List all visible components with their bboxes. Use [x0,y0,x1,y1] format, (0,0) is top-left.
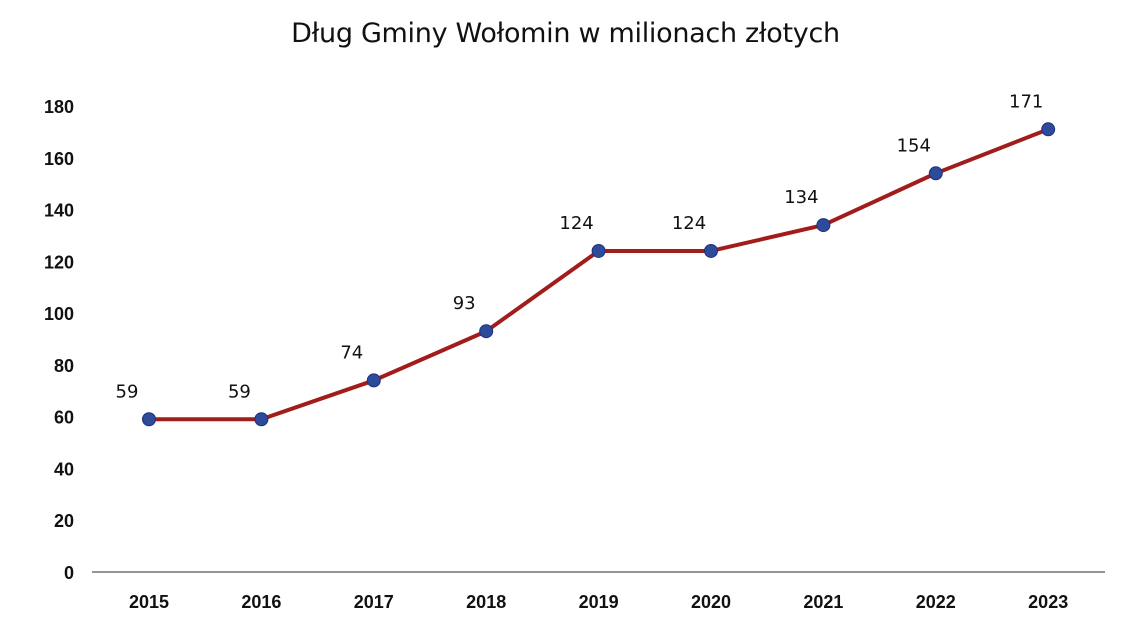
data-point [704,243,718,258]
series-debt [142,122,1056,427]
y-tick-label: 140 [44,201,74,221]
x-axis-tick-labels: 2015 2016 2017 2018 2019 2020 2021 2022 2023 [129,592,1068,612]
chart-title: Dług Gminy Wołomin w milionach złotych [291,18,840,49]
y-tick-label: 60 [54,408,74,428]
data-label: 93 [453,293,476,314]
y-tick-label: 40 [54,459,74,479]
y-tick-label: 80 [54,356,74,376]
data-label: 59 [228,381,251,402]
x-tick-label: 2021 [803,592,843,612]
data-point [1041,122,1056,137]
data-label: 134 [784,187,818,208]
x-tick-label: 2017 [354,592,394,612]
y-tick-label: 180 [44,97,74,117]
data-point [816,218,831,233]
data-point [254,412,269,427]
y-tick-label: 100 [44,304,74,324]
data-label: 74 [340,342,363,363]
data-label: 154 [897,135,931,156]
x-tick-label: 2018 [466,592,506,612]
y-axis-tick-labels: 0 20 40 60 80 100 120 140 160 180 [44,97,74,583]
data-label: 59 [116,381,139,402]
x-tick-label: 2023 [1028,592,1068,612]
series-line [147,127,1051,422]
y-tick-label: 0 [64,563,74,583]
y-tick-label: 120 [44,252,74,272]
data-labels: 59 59 74 93 124 124 134 154 171 [116,91,1044,402]
y-tick-label: 20 [54,511,74,531]
data-point [366,373,381,388]
data-point [142,412,156,427]
x-tick-label: 2022 [916,592,956,612]
data-point [591,243,606,258]
data-label: 124 [559,213,593,234]
data-label: 124 [672,213,706,234]
y-tick-label: 160 [44,149,74,169]
x-tick-label: 2019 [579,592,619,612]
x-tick-label: 2016 [241,592,281,612]
x-tick-label: 2015 [129,592,169,612]
data-label: 171 [1009,91,1043,112]
data-point [928,166,943,181]
x-tick-label: 2020 [691,592,731,612]
data-point [479,324,494,339]
